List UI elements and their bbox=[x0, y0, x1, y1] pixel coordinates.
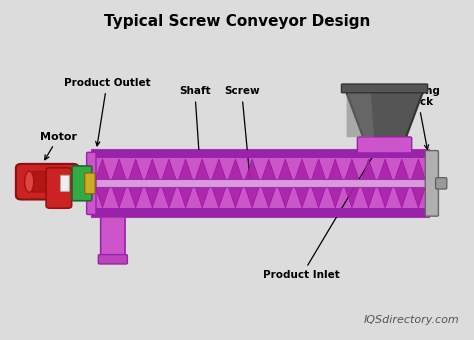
Polygon shape bbox=[294, 183, 310, 208]
Polygon shape bbox=[210, 159, 227, 183]
Polygon shape bbox=[393, 183, 410, 208]
Polygon shape bbox=[344, 159, 360, 183]
Polygon shape bbox=[277, 159, 294, 183]
FancyBboxPatch shape bbox=[61, 175, 69, 191]
FancyBboxPatch shape bbox=[357, 137, 412, 153]
Text: Product Outlet: Product Outlet bbox=[64, 78, 150, 146]
FancyBboxPatch shape bbox=[32, 171, 63, 192]
Polygon shape bbox=[410, 159, 427, 183]
Text: IQSdirectory.com: IQSdirectory.com bbox=[364, 314, 459, 324]
FancyBboxPatch shape bbox=[46, 168, 72, 208]
Polygon shape bbox=[94, 183, 111, 208]
Polygon shape bbox=[161, 183, 177, 208]
Polygon shape bbox=[111, 183, 128, 208]
Text: Product Inlet: Product Inlet bbox=[264, 152, 375, 280]
FancyBboxPatch shape bbox=[425, 151, 438, 216]
FancyBboxPatch shape bbox=[98, 255, 128, 264]
Polygon shape bbox=[294, 159, 310, 183]
Bar bbox=[92, 150, 429, 158]
Polygon shape bbox=[210, 183, 227, 208]
Bar bbox=[94, 180, 427, 187]
FancyBboxPatch shape bbox=[85, 173, 95, 194]
Polygon shape bbox=[244, 159, 260, 183]
Polygon shape bbox=[244, 183, 260, 208]
Polygon shape bbox=[360, 159, 377, 183]
Text: Bearing
Block: Bearing Block bbox=[394, 86, 440, 149]
Polygon shape bbox=[194, 159, 210, 183]
Text: Typical Screw Conveyor Design: Typical Screw Conveyor Design bbox=[104, 14, 370, 29]
Bar bbox=[92, 208, 429, 217]
Polygon shape bbox=[227, 183, 244, 208]
FancyBboxPatch shape bbox=[72, 166, 92, 201]
Polygon shape bbox=[393, 159, 410, 183]
Polygon shape bbox=[128, 183, 144, 208]
Polygon shape bbox=[346, 90, 374, 137]
Polygon shape bbox=[177, 183, 194, 208]
Polygon shape bbox=[227, 159, 244, 183]
Text: Shaft: Shaft bbox=[179, 86, 210, 156]
Polygon shape bbox=[260, 159, 277, 183]
Polygon shape bbox=[194, 183, 210, 208]
Polygon shape bbox=[277, 183, 294, 208]
Polygon shape bbox=[377, 159, 393, 183]
Polygon shape bbox=[177, 159, 194, 183]
Polygon shape bbox=[161, 159, 177, 183]
Polygon shape bbox=[410, 183, 427, 208]
Polygon shape bbox=[310, 159, 327, 183]
Polygon shape bbox=[344, 183, 360, 208]
FancyBboxPatch shape bbox=[87, 152, 96, 215]
Polygon shape bbox=[94, 159, 111, 183]
FancyBboxPatch shape bbox=[341, 84, 428, 93]
Polygon shape bbox=[345, 88, 424, 138]
FancyBboxPatch shape bbox=[436, 178, 447, 189]
Polygon shape bbox=[260, 183, 277, 208]
FancyBboxPatch shape bbox=[100, 211, 125, 259]
Polygon shape bbox=[111, 159, 128, 183]
Polygon shape bbox=[128, 159, 144, 183]
Text: Motor: Motor bbox=[40, 132, 77, 160]
Polygon shape bbox=[327, 159, 344, 183]
Bar bbox=[92, 150, 429, 217]
FancyBboxPatch shape bbox=[16, 164, 79, 200]
Ellipse shape bbox=[25, 171, 34, 192]
Polygon shape bbox=[377, 183, 393, 208]
Polygon shape bbox=[144, 183, 161, 208]
Polygon shape bbox=[327, 183, 344, 208]
Text: Screw: Screw bbox=[224, 86, 259, 186]
Polygon shape bbox=[310, 183, 327, 208]
Polygon shape bbox=[360, 183, 377, 208]
Polygon shape bbox=[144, 159, 161, 183]
